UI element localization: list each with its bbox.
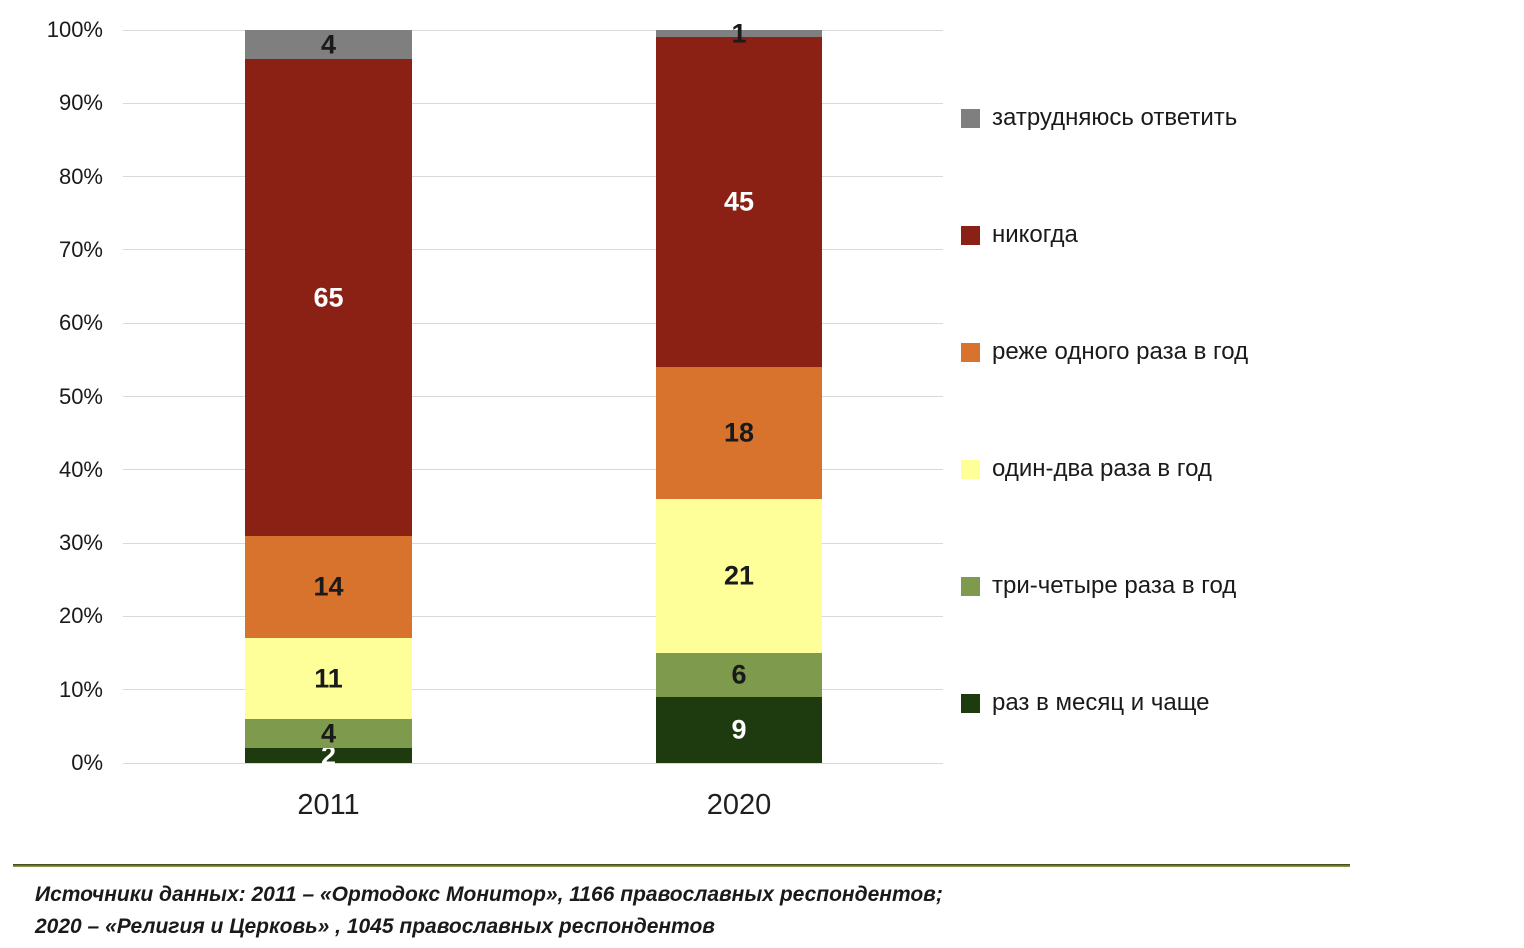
y-axis-tick-label: 60% [58,310,103,336]
bar-segment-value-label: 65 [313,282,344,313]
bar-segment: 4 [245,29,412,60]
bar-segment-value-label: 21 [723,560,755,591]
y-axis-tick-label: 50% [58,383,103,409]
chart-legend: затрудняюсь ответить никогда реже одного р… [961,104,1248,717]
legend-label: затрудняюсь ответить [992,104,1238,131]
bar-segment: 2 [245,742,412,769]
gridline [123,176,943,178]
bar-segment-value-label: 2 [320,740,337,771]
bar-segment: 45 [656,37,822,368]
y-axis-tick-label: 80% [58,163,103,189]
bar-segment: 9 [656,697,822,763]
bar-column-2020: 9 6 21 18 45 1 [656,20,822,763]
legend-label: один-два раза в год [992,455,1212,482]
x-axis-category-label: 2020 [706,789,772,821]
y-axis-tick-label: 100% [46,17,103,42]
y-axis-tick-label: 20% [58,603,103,629]
bar-segment-value-label: 4 [320,718,337,749]
gridline [123,396,943,397]
gridline [123,322,943,324]
legend-item: реже одного раза в год [961,338,1248,366]
y-axis-tick-label: 40% [58,456,103,482]
bar-segment-value-label: 4 [320,29,337,60]
y-axis-tick-label: 30% [58,530,103,556]
x-axis-category-label: 2011 [297,789,360,821]
legend-item: три-четыре раза в год [961,572,1248,600]
bar-segment: 65 [245,59,412,536]
bar-segment: 6 [656,653,822,698]
y-axis-tick-label: 10% [58,676,103,702]
legend-item: один-два раза в год [961,455,1248,483]
footer-separator [13,864,1350,867]
gridline [123,29,943,31]
legend-swatch-icon [961,693,980,713]
bar-segment: 11 [245,638,412,720]
bar-segment: 18 [656,367,822,500]
gridline [123,249,943,251]
bar-segment: 4 [245,718,412,749]
bar-segment: 21 [656,499,822,654]
gridline [123,762,943,764]
gridline [123,102,943,104]
legend-swatch-icon [961,225,980,245]
y-axis-tick-label: 0% [71,750,103,775]
y-axis-tick-label: 90% [58,90,103,116]
bar-segment-value-label: 45 [723,186,755,217]
legend-label: реже одного раза в год [992,338,1249,365]
legend-swatch-icon [961,576,980,596]
bar-segment-value-label: 18 [723,417,755,448]
footer-source-line-1: Источники данных: 2011 – «Ортодокс Монит… [35,883,943,906]
legend-swatch-icon [961,342,980,362]
gridline [123,615,943,617]
gridline [123,542,943,544]
legend-label: раз в месяц и чаще [992,689,1210,716]
bar-segment-value-label: 11 [314,663,343,694]
bar-segment-value-label: 6 [731,659,747,690]
gridline [123,469,943,471]
bar-segment: 1 [656,20,822,47]
bar-column-2011: 2 4 11 14 65 4 [245,29,412,769]
footer-source-line-2: 2020 – «Религия и Церковь» , 1045 правос… [35,915,715,938]
legend-label: три-четыре раза в год [992,572,1237,599]
legend-item: раз в месяц и чаще [961,689,1248,717]
bar-segment-value-label: 14 [313,571,344,602]
plot-area: 2 4 11 14 65 4 9 6 21 18 45 1 [123,20,943,769]
legend-item: никогда [961,221,1248,249]
legend-item: затрудняюсь ответить [961,104,1248,132]
bar-segment: 14 [245,535,412,639]
gridline [123,689,943,691]
bar-segment-value-label: 1 [731,18,747,49]
legend-swatch-icon [961,459,980,479]
bar-segment-value-label: 9 [731,714,747,745]
y-axis-tick-label: 70% [58,236,103,262]
legend-label: никогда [992,221,1078,248]
legend-swatch-icon [961,108,980,128]
